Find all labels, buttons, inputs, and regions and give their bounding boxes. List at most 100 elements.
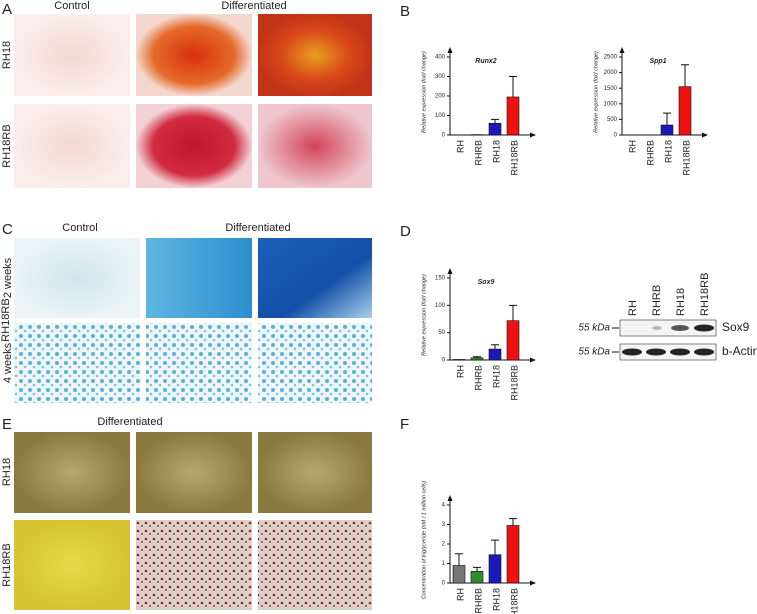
axis-arrow: [702, 132, 708, 138]
error-bar: [491, 344, 499, 350]
group-label: RH18RB: [0, 298, 12, 341]
band: [671, 325, 689, 331]
x-tick-label: RH: [627, 140, 637, 153]
error-bar: [473, 566, 481, 572]
band: [622, 348, 642, 356]
row-label: RH18: [1, 41, 13, 69]
y-tick-label: 4: [442, 503, 446, 509]
y-axis-label: Relative expression (fold change): [421, 274, 427, 356]
micrograph: [258, 520, 372, 610]
lane-label: RH: [627, 300, 639, 316]
y-tick-label: 1000: [604, 101, 618, 107]
y-tick-label: 3: [442, 522, 446, 528]
micrograph: [14, 323, 140, 403]
error-bar: [491, 118, 499, 124]
row-label: RH18: [1, 458, 13, 486]
micrograph: [146, 323, 252, 403]
x-tick-label: RH: [455, 588, 465, 601]
western-blot: [612, 319, 717, 361]
y-axis-label: Relative expression (fold change): [593, 51, 599, 133]
lane-label: RHRB: [651, 285, 663, 316]
bar: [506, 320, 520, 361]
x-tick-label: RH18: [491, 365, 501, 388]
y-tick-label: 0: [442, 358, 446, 364]
y-tick-label: 300: [435, 74, 446, 80]
error-bar: [509, 76, 517, 97]
column-label: Differentiated: [225, 222, 290, 234]
band: [646, 348, 666, 356]
blot-strip: [619, 343, 717, 361]
panel-label: B: [400, 3, 410, 20]
x-tick-label: RH18RB: [681, 140, 691, 176]
bar: [452, 565, 466, 584]
micrograph: [14, 238, 140, 318]
panel-label: A: [2, 1, 12, 18]
marker-label: 55 kDa: [578, 347, 610, 358]
x-tick-label: RH18: [491, 588, 501, 611]
error-bar: [663, 112, 671, 126]
y-axis-label: Concentration of triglyceride (nM / 1 mi…: [421, 481, 427, 600]
column-label: Differentiated: [97, 416, 162, 428]
y-tick-label: 50: [438, 330, 445, 336]
y-tick-label: 0: [442, 133, 446, 139]
chart-title: Spp1: [649, 58, 666, 65]
micrograph: [258, 104, 372, 188]
row-label: RH18RB: [1, 543, 13, 586]
micrograph: [258, 432, 372, 513]
x-tick-label: RHRB: [473, 140, 483, 166]
axis-arrow: [447, 495, 453, 501]
error-bar: [681, 64, 689, 87]
y-tick-label: 2: [442, 542, 446, 548]
y-tick-label: 0: [442, 581, 446, 587]
error-bar: [509, 304, 517, 321]
axis-arrow: [530, 132, 536, 138]
axis-arrow: [619, 47, 625, 53]
band: [670, 348, 690, 356]
bar: [488, 554, 502, 584]
band: [694, 324, 714, 332]
bar: [452, 359, 466, 361]
bar: [470, 357, 484, 361]
y-tick-label: 1: [442, 561, 446, 567]
band: [652, 326, 662, 330]
axis-arrow: [447, 268, 453, 274]
micrograph: [146, 238, 252, 318]
protein-label: Sox9: [722, 320, 750, 334]
bar: [488, 123, 502, 136]
row-label: 2 weeks: [2, 257, 14, 298]
chart-title: Runx2: [475, 58, 497, 65]
lane-label: RH18RB: [699, 273, 711, 316]
micrograph: [14, 14, 130, 96]
column-label: Differentiated: [221, 0, 286, 12]
bar: [488, 348, 502, 361]
x-tick-label: RHRB: [645, 140, 655, 166]
protein-label: b-Actin: [722, 344, 757, 358]
panel-label: F: [400, 416, 409, 433]
axis-arrow: [530, 357, 536, 363]
panel-label: E: [2, 416, 12, 433]
micrograph: [136, 432, 252, 513]
panel-label: D: [400, 223, 411, 240]
y-tick-label: 500: [607, 117, 618, 123]
band: [694, 348, 714, 356]
y-tick-label: 1500: [604, 86, 618, 92]
row-label: 4 weeks: [2, 342, 14, 383]
lane-label: RH18: [675, 288, 687, 316]
micrograph: [14, 104, 130, 188]
row-label: RH18RB: [1, 124, 13, 167]
y-tick-label: 400: [435, 55, 446, 61]
x-tick-label: RH18: [491, 140, 501, 163]
y-tick-label: 2500: [604, 55, 618, 61]
x-tick-label: RH18RB: [509, 365, 519, 401]
y-tick-label: 150: [435, 276, 446, 282]
column-label: Control: [54, 0, 89, 12]
bar: [678, 86, 692, 136]
micrograph: [136, 14, 252, 96]
x-tick-label: RH: [455, 140, 465, 153]
error-bar: [455, 553, 463, 566]
x-tick-label: RH18RB: [509, 140, 519, 176]
bar: [470, 570, 484, 584]
x-tick-label: RH: [455, 365, 465, 378]
x-tick-label: RH18: [663, 140, 673, 163]
